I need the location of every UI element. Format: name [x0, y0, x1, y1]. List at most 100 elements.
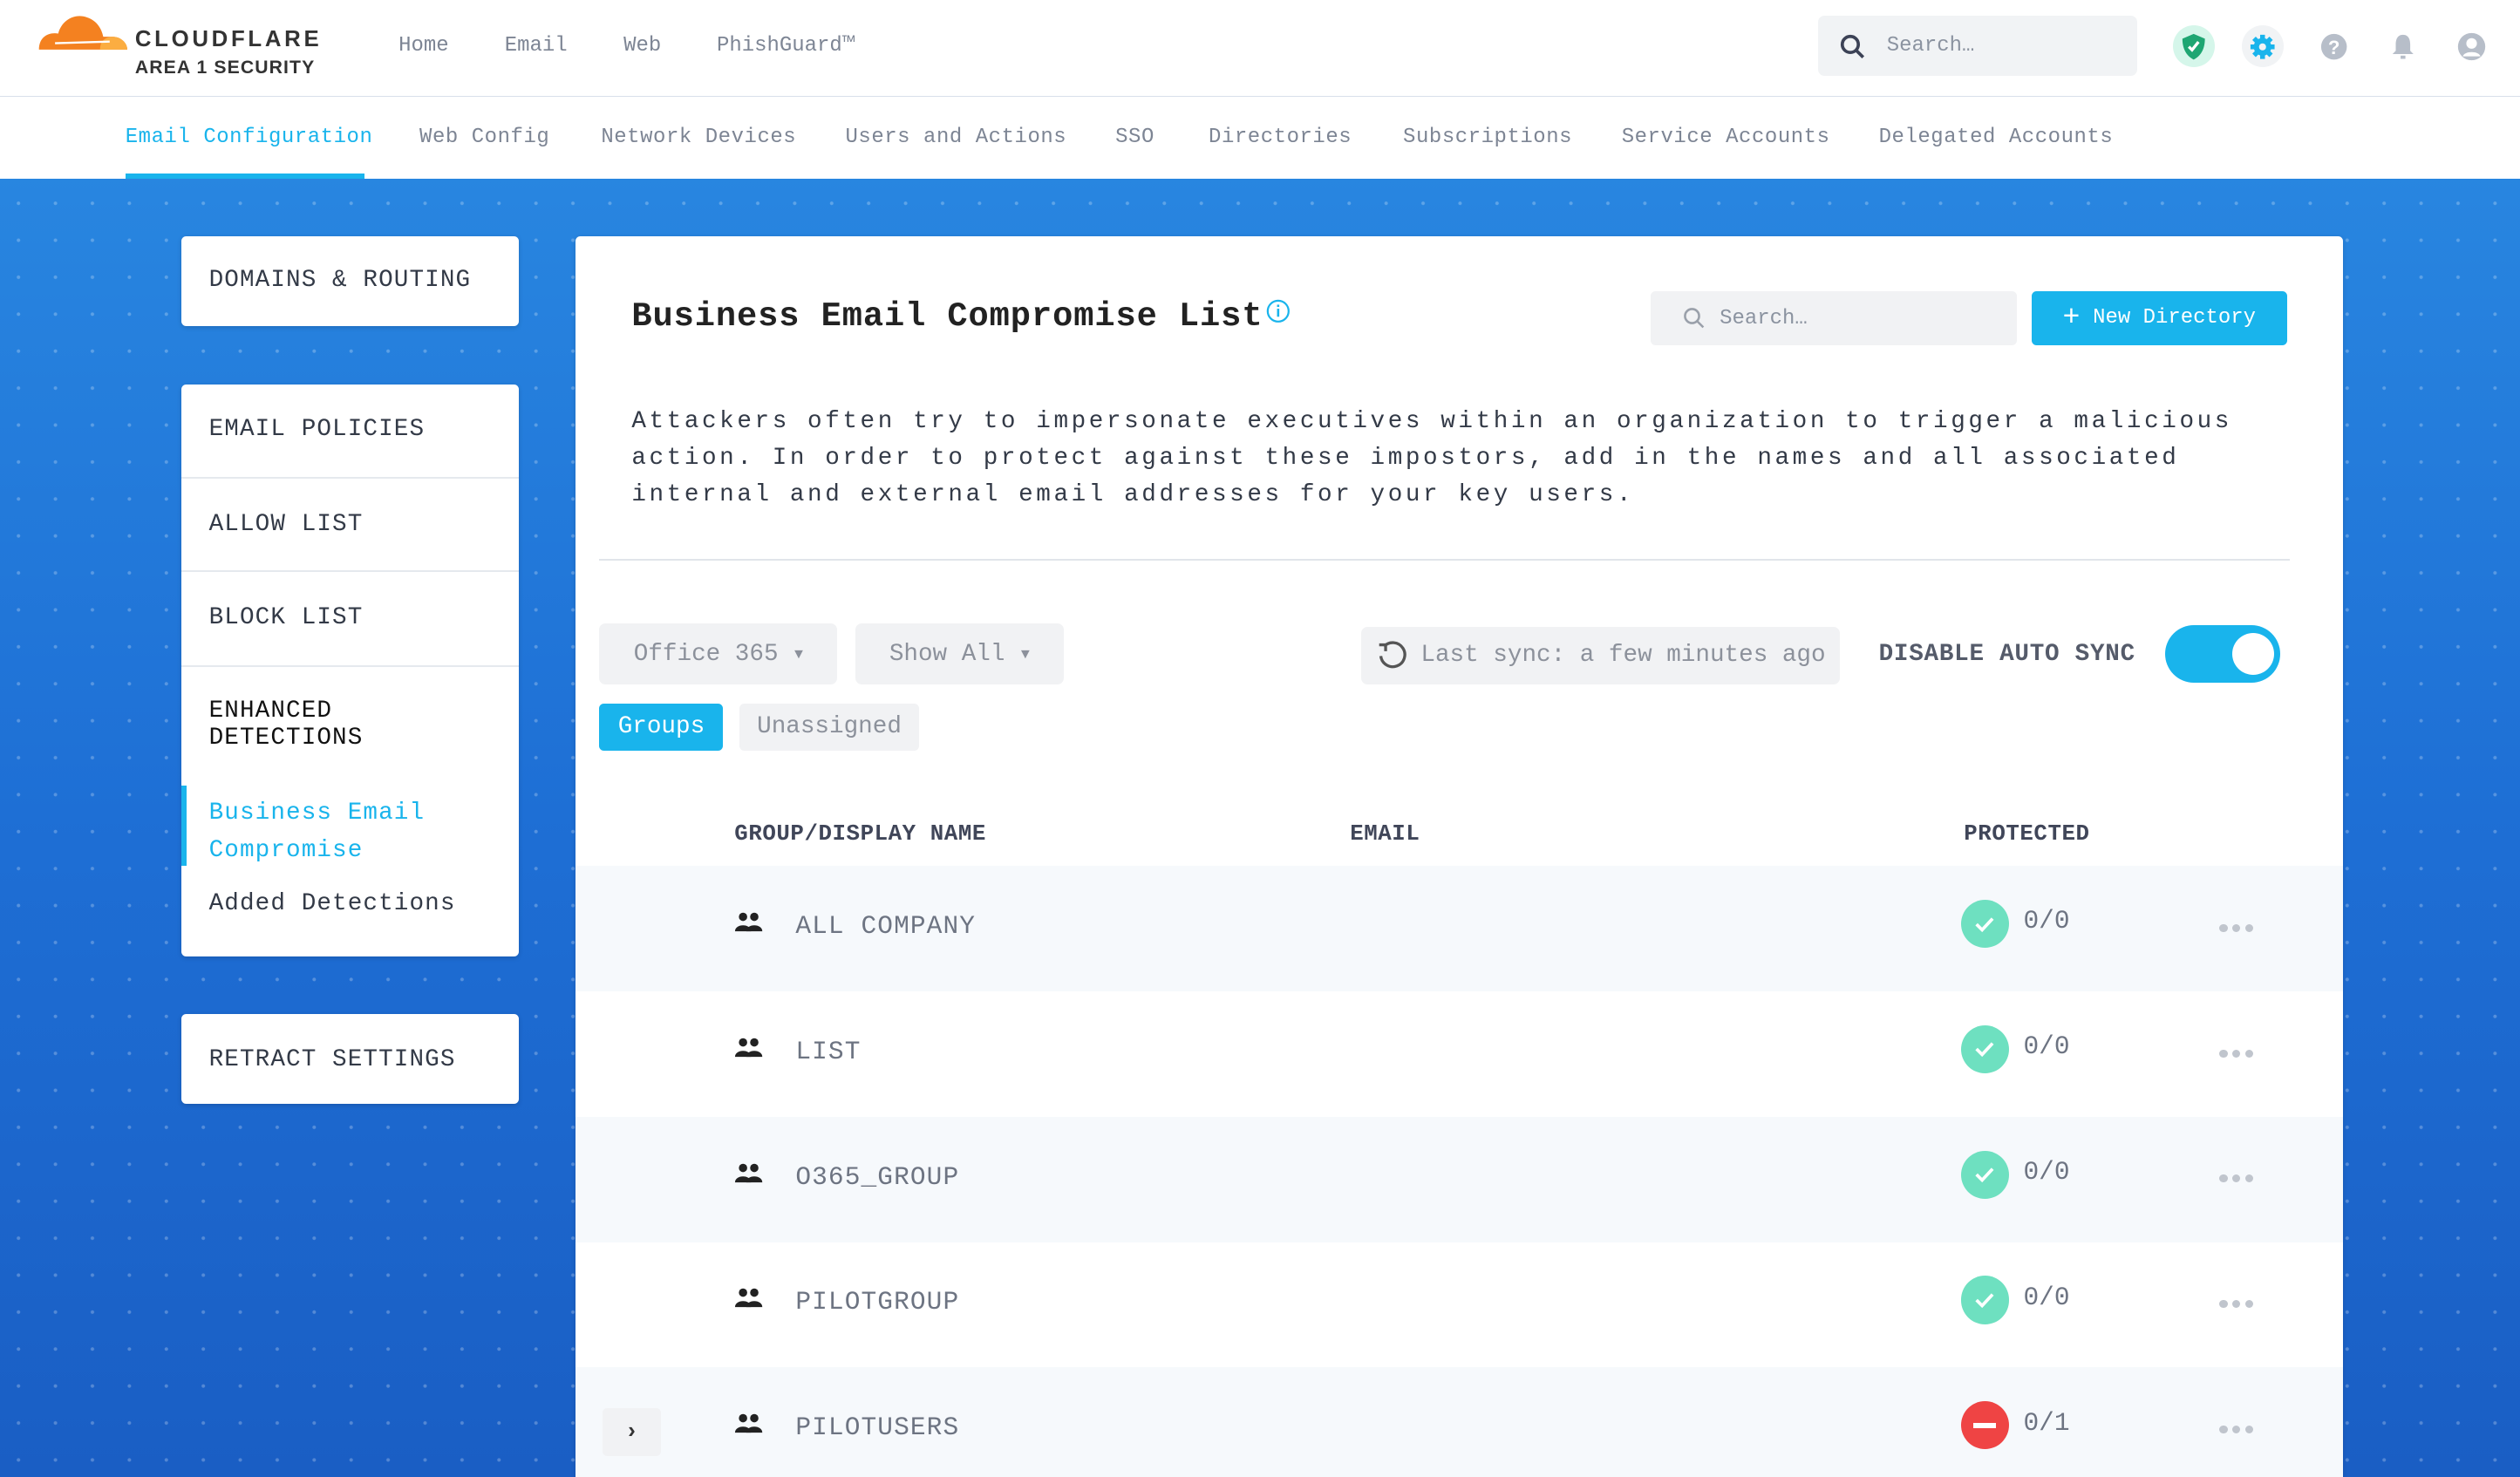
- bell-icon[interactable]: [2381, 25, 2423, 67]
- gear-icon[interactable]: [2242, 25, 2285, 68]
- bec-list-panel: Business Email Compromise List Search… +…: [575, 235, 2344, 1477]
- group-icon: [734, 1162, 763, 1192]
- brand-sub: AREA 1 SECURITY: [134, 58, 316, 78]
- tab-email-configuration[interactable]: Email Configuration: [125, 125, 373, 149]
- label-line: Business Email: [208, 800, 426, 827]
- column-header-protected[interactable]: PROTECTED: [1964, 820, 2090, 847]
- tab-web-config[interactable]: Web Config: [419, 125, 550, 149]
- sync-status-button[interactable]: Last sync: a few minutes ago: [1361, 626, 1841, 685]
- sync-status-text: Last sync: a few minutes ago: [1420, 642, 1826, 670]
- sidebar-item-email-policies[interactable]: EMAIL POLICIES: [208, 416, 426, 444]
- top-search-input[interactable]: Search…: [1817, 16, 2138, 76]
- tab-network-devices[interactable]: Network Devices: [601, 125, 797, 149]
- sidebar-item-business-email-compromise[interactable]: Business Email Compromise: [209, 795, 426, 869]
- check-circle-icon: [1960, 1276, 2009, 1324]
- table-row[interactable]: PILOTGROUP 0/0: [576, 1242, 2343, 1368]
- group-icon: [734, 1037, 763, 1066]
- column-header-name[interactable]: GROUP/DISPLAY NAME: [734, 820, 986, 847]
- divider: [181, 477, 520, 480]
- sidebar-domains-routing[interactable]: DOMAINS & ROUTING: [181, 235, 520, 327]
- user-icon[interactable]: [2451, 25, 2493, 67]
- minus-circle-icon: [1960, 1401, 2009, 1450]
- search-placeholder: Search…: [1720, 307, 1808, 330]
- sidebar-item-block-list[interactable]: BLOCK LIST: [208, 604, 364, 631]
- select-value: Show All: [889, 640, 1005, 668]
- search-icon: [1683, 308, 1705, 329]
- table-row[interactable]: O365_GROUP 0/0: [575, 1116, 2344, 1242]
- help-icon[interactable]: ?: [2312, 25, 2354, 67]
- sub-navigation: Email Configuration Web Config Network D…: [0, 96, 2520, 179]
- label-line: Compromise: [208, 836, 364, 864]
- caret-down-icon: ▼: [1020, 645, 1030, 663]
- check-circle-icon: [1960, 1024, 2009, 1074]
- group-icon: [734, 1412, 763, 1442]
- description: Attackers often try to impersonate execu…: [631, 407, 2232, 509]
- group-name: PILOTGROUP: [795, 1287, 960, 1317]
- auto-sync-toggle[interactable]: [2164, 624, 2281, 684]
- tab-delegated-accounts[interactable]: Delegated Accounts: [1878, 125, 2114, 149]
- sidebar-item-added-detections[interactable]: Added Detections: [208, 890, 456, 918]
- top-header: CLOUDFLARE AREA 1 SECURITY Home Email We…: [0, 0, 2520, 97]
- table-row[interactable]: › PILOTUSERS 0/1: [575, 1367, 2344, 1477]
- group-icon: [734, 911, 763, 941]
- info-icon[interactable]: [1266, 299, 1291, 323]
- more-options-icon[interactable]: [2219, 1049, 2253, 1058]
- label-line: ENHANCED: [208, 697, 333, 725]
- brand-name: CLOUDFLARE: [134, 27, 323, 52]
- tab-unassigned[interactable]: Unassigned: [739, 704, 920, 751]
- button-label: New Directory: [2093, 306, 2256, 330]
- protected-count: 0/1: [2023, 1407, 2070, 1438]
- nav-web[interactable]: Web: [623, 33, 662, 58]
- toggle-knob: [2232, 633, 2274, 676]
- tab-service-accounts[interactable]: Service Accounts: [1621, 125, 1830, 149]
- check-circle-icon: [1960, 1150, 2009, 1199]
- refresh-icon: [1379, 640, 1406, 668]
- group-name: O365_GROUP: [795, 1161, 960, 1192]
- protected-count: 0/0: [2023, 906, 2070, 936]
- group-name: LIST: [795, 1036, 862, 1066]
- sidebar-label: RETRACT SETTINGS: [208, 1045, 456, 1073]
- check-circle-icon: [1960, 900, 2009, 949]
- tab-users-and-actions[interactable]: Users and Actions: [845, 125, 1067, 149]
- new-directory-button[interactable]: + New Directory: [2031, 290, 2287, 346]
- nav-phishguard[interactable]: PhishGuard™: [717, 33, 855, 58]
- sidebar-label: DOMAINS & ROUTING: [208, 266, 472, 294]
- top-search-placeholder: Search…: [1886, 33, 1975, 58]
- column-header-email[interactable]: EMAIL: [1350, 820, 1420, 847]
- divider: [181, 570, 520, 573]
- divider: [181, 665, 520, 667]
- tab-sso[interactable]: SSO: [1115, 125, 1154, 149]
- svg-text:?: ?: [2327, 37, 2340, 58]
- protected-count: 0/0: [2023, 1282, 2070, 1312]
- expand-chevron-icon[interactable]: ›: [603, 1407, 661, 1456]
- more-options-icon[interactable]: [2219, 1174, 2253, 1183]
- protected-count: 0/0: [2023, 1031, 2070, 1062]
- auto-sync-label: DISABLE AUTO SYNC: [1878, 641, 2135, 669]
- tab-directories[interactable]: Directories: [1209, 125, 1352, 149]
- nav-email[interactable]: Email: [504, 33, 568, 58]
- more-options-icon[interactable]: [2219, 1300, 2253, 1309]
- sidebar-retract-settings[interactable]: RETRACT SETTINGS: [181, 1014, 520, 1105]
- sidebar-email-policies-group: EMAIL POLICIES ALLOW LIST BLOCK LIST ENH…: [181, 384, 520, 956]
- sidebar-item-enhanced-detections[interactable]: ENHANCED DETECTIONS: [209, 698, 364, 752]
- active-indicator: [181, 786, 187, 867]
- table-row[interactable]: LIST 0/0: [576, 991, 2343, 1117]
- nav-home[interactable]: Home: [398, 33, 449, 58]
- protected-count: 0/0: [2023, 1157, 2070, 1187]
- table-row[interactable]: ALL COMPANY 0/0: [575, 866, 2344, 992]
- label-line: DETECTIONS: [208, 724, 364, 752]
- search-icon: [1841, 34, 1865, 58]
- list-search-input[interactable]: Search…: [1650, 290, 2018, 346]
- more-options-icon[interactable]: [2219, 1425, 2253, 1434]
- filter-select[interactable]: Show All ▼: [855, 623, 1065, 685]
- source-select[interactable]: Office 365 ▼: [599, 623, 838, 685]
- more-options-icon[interactable]: [2219, 923, 2253, 932]
- brand-logo[interactable]: CLOUDFLARE AREA 1 SECURITY: [36, 8, 341, 85]
- shield-check-icon[interactable]: [2172, 25, 2215, 68]
- group-name: PILOTUSERS: [795, 1412, 960, 1443]
- page-title: Business Email Compromise List: [631, 296, 1263, 336]
- sidebar-item-allow-list[interactable]: ALLOW LIST: [208, 511, 364, 539]
- tab-subscriptions[interactable]: Subscriptions: [1403, 125, 1573, 149]
- active-tab-indicator: [125, 174, 365, 179]
- tab-groups[interactable]: Groups: [599, 704, 724, 751]
